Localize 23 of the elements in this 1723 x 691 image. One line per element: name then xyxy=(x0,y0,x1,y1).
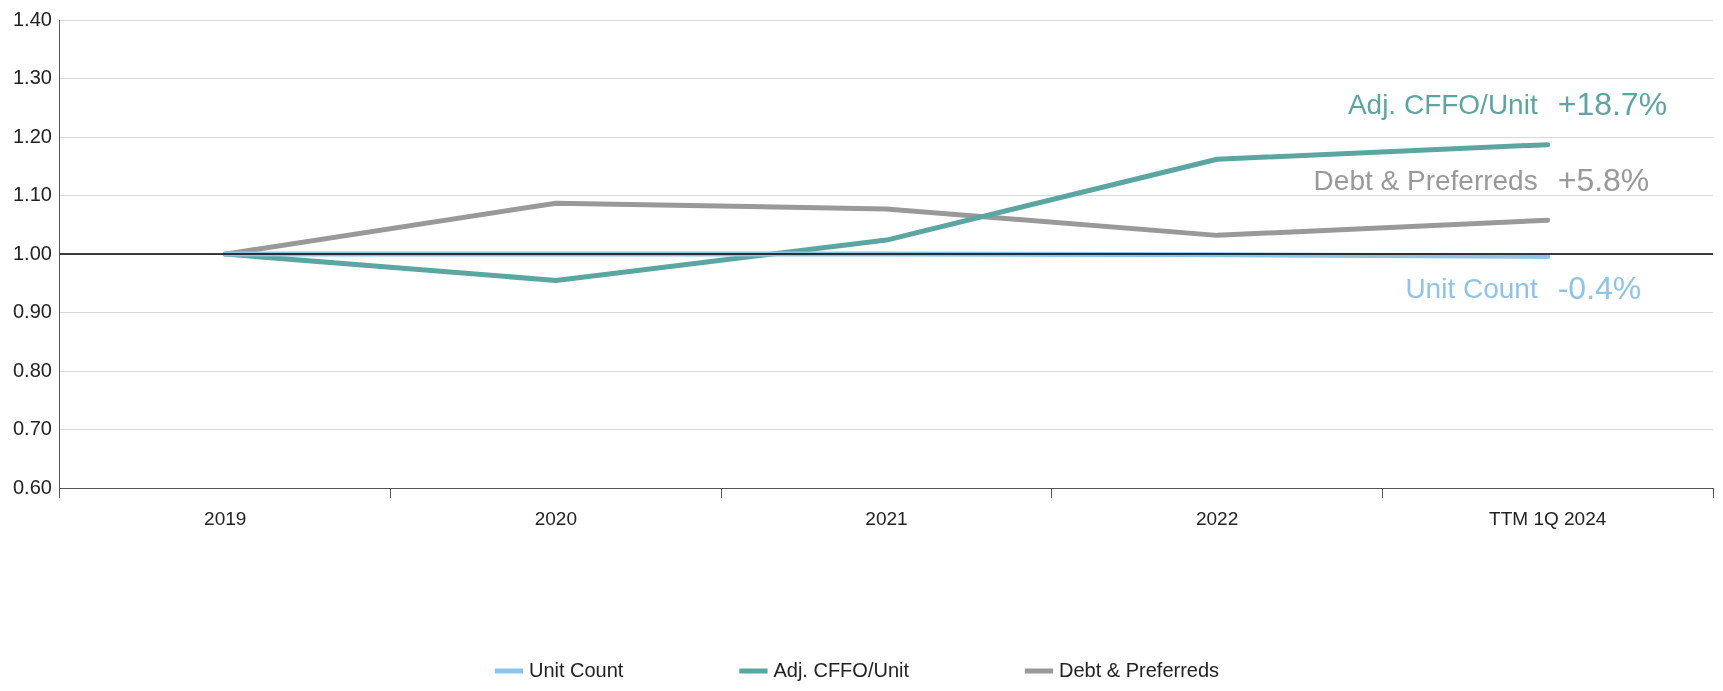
y-tick-label: 0.80 xyxy=(12,358,52,381)
legend-label: Unit Count xyxy=(528,658,624,681)
annotation: Unit Count xyxy=(1405,273,1538,305)
y-tick-label: 1.30 xyxy=(12,66,52,89)
x-tick-label: 2022 xyxy=(1195,507,1239,529)
x-tick-label: 2019 xyxy=(204,507,247,529)
legend-label: Adj. CFFO/Unit xyxy=(773,658,910,681)
y-tick-label: 1.10 xyxy=(12,183,52,206)
y-tick-label: 1.20 xyxy=(12,124,52,147)
y-tick-label: 0.60 xyxy=(12,475,52,498)
x-tick-label: 2020 xyxy=(534,507,577,529)
annotation: +5.8% xyxy=(1557,161,1650,198)
y-tick-label: 0.70 xyxy=(12,417,52,440)
annotation: +18.7% xyxy=(1557,86,1668,123)
annotation: -0.4% xyxy=(1557,270,1642,307)
annotation: Debt & Preferreds xyxy=(1313,164,1538,196)
y-tick-label: 1.00 xyxy=(12,241,52,264)
x-tick-label: 2021 xyxy=(865,507,908,529)
annotation: Adj. CFFO/Unit xyxy=(1347,89,1538,121)
y-tick-label: 0.90 xyxy=(12,300,52,323)
y-tick-label: 1.40 xyxy=(12,7,52,30)
x-tick-label: TTM 1Q 2024 xyxy=(1489,507,1607,529)
legend-label: Debt & Preferreds xyxy=(1059,658,1220,681)
